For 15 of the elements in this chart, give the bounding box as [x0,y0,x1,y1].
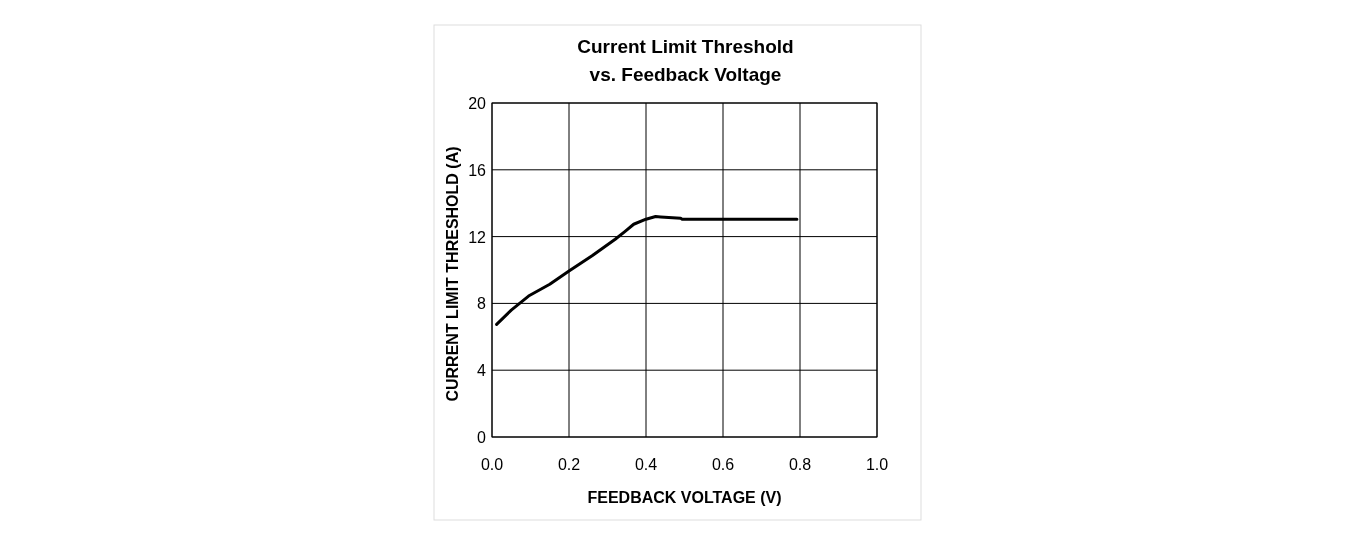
y-tick-label: 20 [468,95,487,112]
x-tick-label: 0.0 [480,456,504,473]
y-tick-label: 0 [477,429,487,446]
y-tick-label: 4 [477,362,487,380]
x-tick-label: 0.2 [557,456,581,473]
chart-title: Current Limit Threshold vs. Feedback Voltage [577,36,794,85]
x-tick-label: 1.0 [865,456,889,473]
x-tick-label: 0.8 [788,456,812,473]
y-tick-label: 8 [477,295,487,313]
y-axis-title: CURRENT LIMIT THRESHOLD (A) [444,146,461,402]
y-tick-label: 16 [468,161,487,179]
x-tick-label: 0.4 [634,456,658,473]
x-tick-label: 0.6 [711,456,735,473]
y-tick-label: 12 [468,228,487,246]
x-axis-title: FEEDBACK VOLTAGE (V) [587,489,782,506]
